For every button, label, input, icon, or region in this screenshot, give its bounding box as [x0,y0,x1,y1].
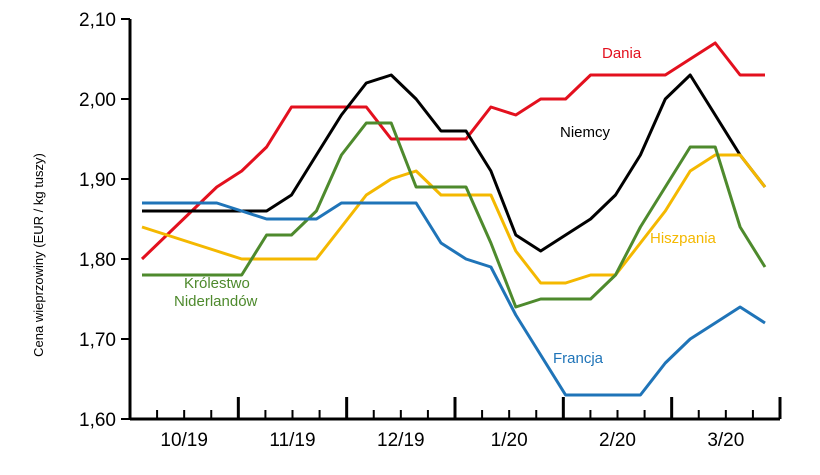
series-line-hiszpania [141,153,767,285]
label-niderlandy-line2: Niderlandów [174,293,258,310]
y-axis-label: Cena wieprzowiny (EUR / kg tuszy) [31,153,46,357]
y-axis-ticks: 2,10 2,00 1,90 1,80 1,70 1,60 [79,10,130,431]
label-niemcy: Niemcy [560,124,611,141]
series-line-niemcy [142,73,767,253]
series-lines [140,41,767,397]
x-axis-labels: 10/19 11/19 12/19 1/20 2/20 3/20 [160,430,744,451]
y-tick-label: 1,80 [79,250,116,271]
y-tick-label: 1,70 [79,330,116,351]
y-tick-label: 2,10 [79,10,116,31]
x-tick-label: 12/19 [377,430,425,451]
series-line-francja [142,201,766,397]
x-axis-ticks [128,397,782,419]
x-tick-label: 10/19 [160,430,208,451]
x-tick-label: 2/20 [599,430,636,451]
series-line-dania [140,41,765,261]
y-tick-label: 1,90 [79,170,116,191]
label-dania: Dania [602,45,642,62]
series-line-królestwo-niderlandów [142,121,767,309]
x-tick-label: 11/19 [269,430,315,451]
x-tick-label: 3/20 [707,430,744,451]
label-niderlandy-line1: Królestwo [184,275,250,292]
y-tick-label: 1,60 [79,410,116,431]
x-tick-label: 1/20 [491,430,528,451]
label-francja: Francja [553,350,604,367]
label-hiszpania: Hiszpania [650,230,717,247]
y-tick-label: 2,00 [79,90,116,111]
